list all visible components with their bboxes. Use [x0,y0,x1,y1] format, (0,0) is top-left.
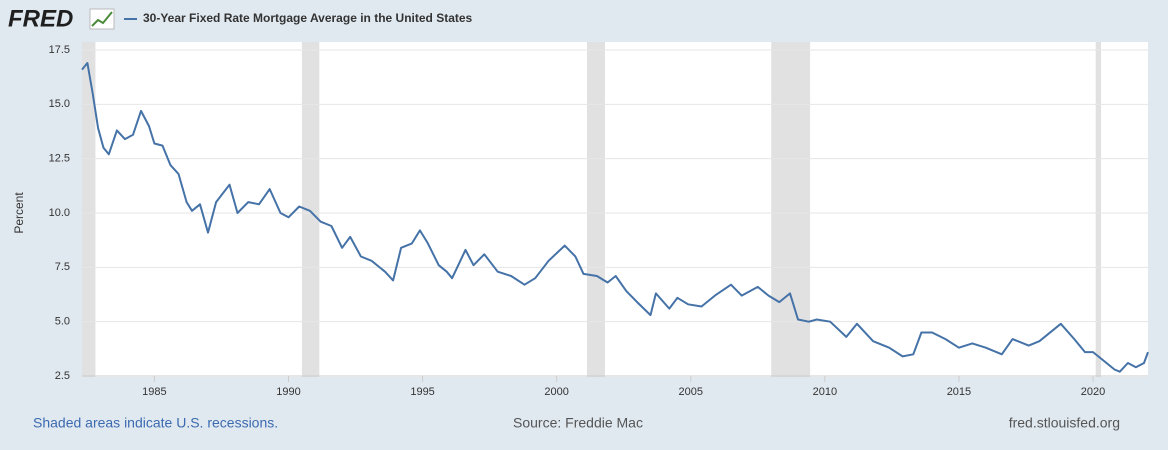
y-tick-label: 10.0 [49,207,70,219]
x-tick-label: 2015 [947,386,971,398]
y-tick-label: 7.5 [55,261,70,273]
y-tick-label: 5.0 [55,316,70,328]
x-tick-label: 1985 [142,386,166,398]
footer-recessions[interactable]: Shaded areas indicate U.S. recessions. [33,415,278,431]
x-tick-label: 1995 [410,386,434,398]
legend-label: 30-Year Fixed Rate Mortgage Average in t… [143,11,473,25]
x-tick-label: 1990 [276,386,300,398]
y-tick-label: 17.5 [49,44,70,56]
recession-band [82,42,96,377]
x-tick-label: 2020 [1081,386,1105,398]
recession-band [1095,42,1102,377]
y-tick-label: 12.5 [49,153,70,165]
footer-source: Source: Freddie Mac [513,415,643,431]
series-line [81,62,1149,373]
footer-url: fred.stlouisfed.org [1009,415,1120,431]
logo-icon [89,8,115,30]
x-tick-label: 2000 [544,386,568,398]
recession-band [586,42,605,377]
y-tick-label: 2.5 [55,370,70,382]
recession-band [771,42,811,377]
x-tick-label: 2010 [813,386,837,398]
y-axis-label: Percent [12,192,26,234]
brand-logo: FRED [8,5,73,32]
recession-band [301,42,320,377]
x-tick-label: 2005 [679,386,703,398]
y-tick-label: 15.0 [49,98,70,110]
